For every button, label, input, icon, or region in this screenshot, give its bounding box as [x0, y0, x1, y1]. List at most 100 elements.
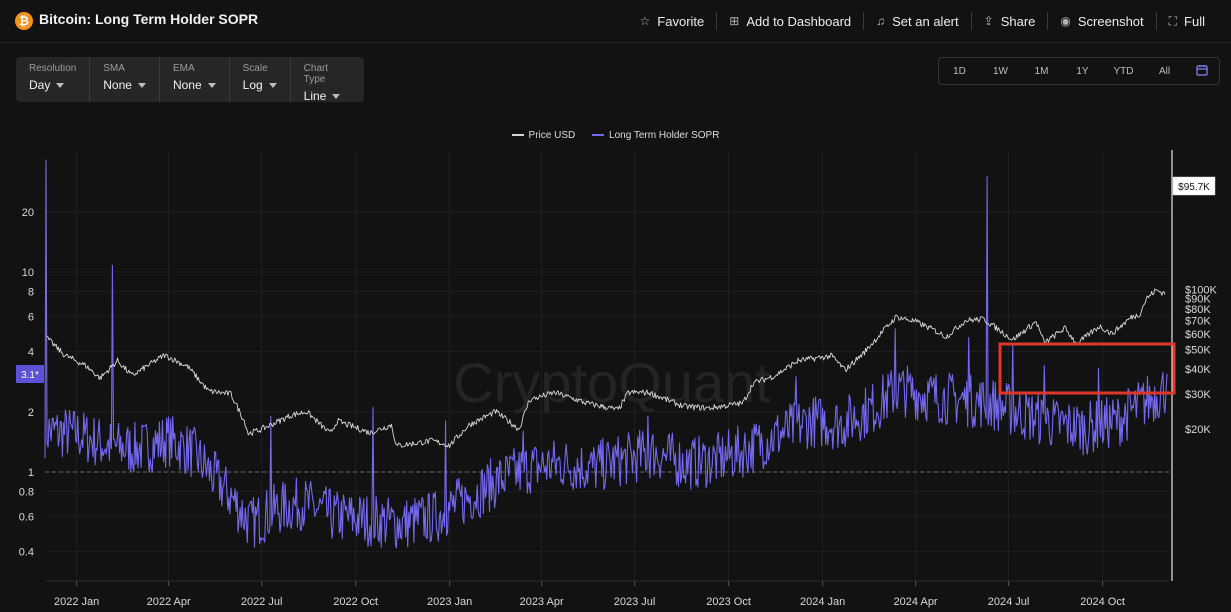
chart-type-select[interactable]: Chart Type Line [291, 57, 364, 103]
highlight-annotation-box [998, 342, 1176, 395]
legend-item-sopr[interactable]: Long Term Holder SOPR [592, 130, 719, 141]
chart-type-label: Chart Type [303, 63, 329, 85]
fullscreen-icon: ⛶ [1168, 13, 1178, 28]
right-axis-tick-label: $50K [1185, 345, 1211, 357]
x-axis-tick-label: 2024 Apr [894, 596, 938, 608]
sopr-series-line [44, 159, 1168, 549]
ema-select[interactable]: EMA None [160, 57, 230, 102]
current-price-badge-label: $95.7K [1178, 182, 1210, 193]
resolution-label: Resolution [29, 63, 77, 74]
right-axis-tick-label: $90K [1185, 294, 1211, 306]
range-all-button[interactable]: All [1158, 65, 1171, 77]
legend-label-sopr: Long Term Holder SOPR [609, 129, 720, 141]
star-icon: ☆ [639, 14, 651, 28]
right-axis-tick-label: $20K [1185, 424, 1211, 436]
header-actions: ☆ Favorite ⊞ Add to Dashboard ♫ Set an a… [628, 10, 1217, 32]
chart-legend: Price USD Long Term Holder SOPR [0, 128, 1231, 141]
right-axis-tick-label: $60K [1185, 329, 1211, 341]
legend-swatch-sopr [592, 134, 605, 136]
bell-icon: ♫ [876, 14, 886, 28]
right-axis-tick-label: $30K [1185, 389, 1211, 401]
favorite-button[interactable]: ☆ Favorite [628, 10, 717, 32]
ema-value: None [172, 78, 202, 92]
ema-label: EMA [172, 63, 195, 74]
range-1m-button[interactable]: 1M [1034, 65, 1049, 77]
time-range-selector: 1D 1W 1M 1Y YTD All [938, 57, 1220, 85]
left-axis-tick-label: 20 [22, 207, 34, 219]
range-1d-button[interactable]: 1D [953, 65, 966, 77]
screenshot-label: Screenshot [1077, 13, 1144, 29]
dashboard-add-icon: ⊞ [729, 14, 740, 28]
resolution-select[interactable]: Resolution Day [16, 57, 91, 102]
divider [1047, 12, 1049, 30]
sma-select[interactable]: SMA None [90, 57, 160, 102]
chevron-down-icon [332, 94, 341, 100]
add-to-dashboard-label: Add to Dashboard [746, 13, 852, 29]
sma-label: SMA [103, 63, 125, 74]
scale-select[interactable]: Scale Log [230, 57, 291, 102]
right-axis-tick-label: $40K [1185, 364, 1211, 376]
x-axis-tick-label: 2022 Apr [147, 596, 191, 608]
divider [716, 12, 718, 30]
page-title: Bitcoin: Long Term Holder SOPR [39, 11, 259, 27]
range-ytd-button[interactable]: YTD [1113, 65, 1134, 77]
x-axis-tick-label: 2022 Jul [241, 596, 283, 608]
add-to-dashboard-button[interactable]: ⊞ Add to Dashboard [717, 10, 863, 32]
watermark-text: CryptoQuant [453, 351, 771, 414]
x-axis-tick-label: 2023 Apr [520, 596, 564, 608]
divider [863, 12, 865, 30]
range-1y-button[interactable]: 1Y [1076, 65, 1089, 77]
x-axis-tick-label: 2024 Jan [800, 596, 845, 608]
sma-value: None [103, 78, 132, 92]
screenshot-button[interactable]: ◉ Screenshot [1048, 10, 1155, 32]
left-axis-tick-label: 0.8 [19, 486, 34, 498]
left-axis-tick-label: 4 [28, 347, 34, 359]
bitcoin-logo-icon: ₿ [15, 12, 33, 30]
left-axis-tick-label: 0.6 [19, 511, 34, 523]
current-sopr-badge-label: 3.1* [21, 370, 39, 381]
left-axis-tick-label: 2 [28, 407, 34, 419]
legend-swatch-price [511, 134, 524, 136]
chevron-down-icon [56, 83, 65, 89]
share-icon: ⇪ [983, 14, 994, 28]
current-sopr-badge [16, 365, 44, 383]
x-axis-tick-label: 2022 Oct [333, 596, 378, 608]
set-alert-button[interactable]: ♫ Set an alert [864, 10, 971, 32]
left-axis-tick-label: 6 [28, 311, 34, 323]
fullscreen-button[interactable]: ⛶ Full [1157, 10, 1217, 32]
set-alert-label: Set an alert [892, 13, 959, 29]
current-price-badge [1172, 176, 1216, 196]
right-axis-tick-label: $70K [1185, 315, 1211, 327]
legend-label-price: Price USD [528, 129, 576, 141]
left-axis-tick-label: 10 [22, 267, 34, 279]
chevron-down-icon [268, 83, 277, 89]
scale-label: Scale [242, 63, 268, 74]
x-axis-tick-label: 2023 Oct [706, 596, 751, 608]
camera-icon: ◉ [1060, 14, 1071, 28]
left-axis-tick-label: 0.4 [19, 547, 34, 559]
legend-item-price[interactable]: Price USD [511, 129, 576, 141]
resolution-value: Day [29, 78, 51, 92]
favorite-label: Favorite [657, 13, 705, 29]
right-axis-tick-label: $100K [1185, 284, 1217, 296]
chart-area[interactable]: CryptoQuant 20 10 8 6 4 2 1 0.8 0.6 0.4 2022 Jan 202… [0, 150, 1231, 612]
x-axis-tick-label: 2024 Oct [1080, 596, 1125, 608]
share-button[interactable]: ⇪ Share [972, 10, 1048, 32]
header-bar: ₿ Bitcoin: Long Term Holder SOPR ☆ Favor… [0, 0, 1231, 43]
share-label: Share [1000, 13, 1036, 29]
price-series-line [46, 288, 1166, 449]
left-axis-tick-label: 1 [28, 467, 34, 479]
divider [1155, 12, 1157, 30]
scale-value: Log [242, 78, 263, 92]
chart-type-value: Line [303, 89, 327, 103]
calendar-icon[interactable] [1185, 64, 1219, 79]
chevron-down-icon [137, 83, 146, 89]
x-axis-tick-label: 2023 Jul [614, 596, 656, 608]
x-axis-tick-label: 2023 Jan [427, 596, 472, 608]
x-axis-tick-label: 2022 Jan [54, 596, 99, 608]
chevron-down-icon [207, 83, 216, 89]
left-axis-tick-label: 8 [28, 286, 34, 298]
x-axis-tick-label: 2024 Jul [988, 596, 1030, 608]
right-axis-tick-label: $80K [1185, 304, 1211, 316]
range-1w-button[interactable]: 1W [993, 65, 1008, 77]
